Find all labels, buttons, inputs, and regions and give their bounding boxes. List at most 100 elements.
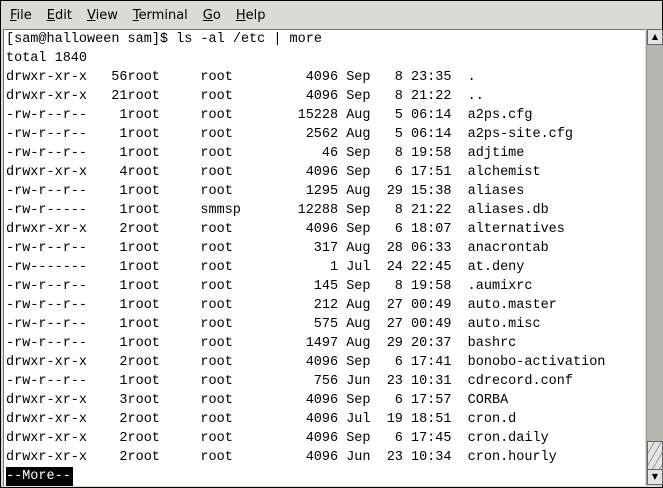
field-group: root — [200, 108, 233, 123]
field-owner: root — [127, 431, 160, 446]
listing-row: drwxr-xr-x 21root root 4096 Sep 8 21:22.. — [4, 87, 645, 106]
listing-row: -rw-r--r-- 1root root 1497 Aug 29 20:37 bashrc — [4, 334, 645, 353]
field-month: Aug — [346, 317, 371, 332]
field-size: 4096 — [305, 222, 339, 237]
field-size: 4096 — [305, 70, 339, 85]
terminal-output[interactable]: [sam@halloween sam]$ ls -al /etc | more … — [3, 29, 645, 486]
pager-line: --More-- — [4, 467, 645, 486]
field-size: 756 — [313, 374, 339, 389]
command-line: [sam@halloween sam]$ ls -al /etc | more — [6, 32, 322, 47]
field-permissions: drwxr-xr-x — [6, 70, 88, 85]
field-size: 145 — [313, 279, 339, 294]
menu-file[interactable]: File — [10, 7, 32, 23]
field-size: 575 — [313, 317, 339, 332]
field-name: cron.d — [467, 412, 517, 427]
field-owner: root — [127, 203, 160, 218]
field-day: 29 — [386, 336, 403, 351]
menu-terminal[interactable]: Terminal — [132, 7, 188, 23]
field-links: 1 — [119, 146, 128, 161]
field-size: 1497 — [305, 336, 339, 351]
field-group: root — [200, 70, 233, 85]
field-permissions: -rw-r--r-- — [6, 108, 88, 123]
field-time: 17:45 — [410, 431, 452, 446]
field-time: 06:14 — [410, 127, 452, 142]
field-name: cdrecord.conf — [467, 374, 573, 389]
listing: drwxr-xr-x 56root root 4096 Sep 8 23:35. drwxr-… — [4, 68, 645, 467]
field-owner: root — [127, 241, 160, 256]
field-name: CORBA — [467, 393, 509, 408]
field-permissions: -rw-r--r-- — [6, 374, 88, 389]
field-links: 2 — [119, 431, 128, 446]
field-name: aliases.db — [467, 203, 549, 218]
field-size: 4096 — [305, 165, 339, 180]
listing-row: -rw-r--r-- 1root root 756 Jun 23 10:31 cdrecord… — [4, 372, 645, 391]
field-permissions: drwxr-xr-x — [6, 393, 88, 408]
field-time: 00:49 — [410, 298, 452, 313]
field-owner: root — [127, 108, 160, 123]
field-month: Sep — [346, 279, 371, 294]
field-name: . — [467, 70, 476, 85]
field-name: bashrc — [467, 336, 517, 351]
field-group: root — [200, 127, 233, 142]
field-time: 06:14 — [410, 108, 452, 123]
arrow-up-icon[interactable]: ▲ — [647, 29, 663, 45]
menu-help[interactable]: Help — [235, 7, 266, 23]
field-group: root — [200, 393, 233, 408]
field-owner: root — [127, 393, 160, 408]
scrollbar-thumb[interactable] — [647, 441, 663, 471]
field-links: 1 — [119, 374, 128, 389]
field-day: 5 — [394, 127, 403, 142]
field-owner: root — [127, 298, 160, 313]
field-month: Jul — [346, 412, 371, 427]
field-links: 1 — [119, 260, 128, 275]
listing-row: drwxr-xr-x 4root root 4096 Sep 6 17:51 alchemis… — [4, 163, 645, 182]
menu-edit[interactable]: Edit — [46, 7, 72, 23]
field-permissions: drwxr-xr-x — [6, 355, 88, 370]
field-links: 1 — [119, 108, 128, 123]
field-time: 19:58 — [410, 279, 452, 294]
field-group: root — [200, 184, 233, 199]
field-group: root — [200, 450, 233, 465]
field-month: Aug — [346, 241, 371, 256]
field-day: 6 — [394, 355, 403, 370]
field-name: alchemist — [467, 165, 541, 180]
field-owner: root — [127, 127, 160, 142]
field-permissions: -rw------- — [6, 260, 88, 275]
field-month: Jun — [346, 450, 371, 465]
field-owner: root — [127, 336, 160, 351]
field-time: 10:34 — [410, 450, 452, 465]
field-owner: root — [127, 70, 160, 85]
field-group: root — [200, 241, 233, 256]
menu-view[interactable]: View — [86, 7, 118, 23]
field-group: root — [200, 260, 233, 275]
field-group: root — [200, 222, 233, 237]
vertical-scrollbar[interactable]: ▲ ▼ — [646, 29, 663, 485]
field-time: 18:51 — [410, 412, 452, 427]
field-group: root — [200, 336, 233, 351]
field-month: Sep — [346, 146, 371, 161]
field-month: Sep — [346, 355, 371, 370]
field-month: Sep — [346, 393, 371, 408]
menu-go[interactable]: Go — [202, 7, 221, 23]
field-owner: root — [127, 317, 160, 332]
field-links: 21 — [111, 89, 128, 104]
listing-row: -rw-r--r-- 1root root 317 Aug 28 06:33 anacront… — [4, 239, 645, 258]
field-name: alternatives — [467, 222, 565, 237]
field-links: 1 — [119, 298, 128, 313]
field-owner: root — [127, 450, 160, 465]
listing-row: -rw-r----- 1root smmsp 12288 Sep 8 21:22 aliase… — [4, 201, 645, 220]
field-owner: root — [127, 260, 160, 275]
field-day: 24 — [386, 260, 403, 275]
arrow-down-icon[interactable]: ▼ — [647, 469, 663, 485]
listing-row: -rw------- 1root root 1 Jul 24 22:45 at.deny — [4, 258, 645, 277]
field-time: 17:51 — [410, 165, 452, 180]
field-month: Aug — [346, 184, 371, 199]
field-size: 4096 — [305, 431, 339, 446]
field-time: 06:33 — [410, 241, 452, 256]
field-group: smmsp — [200, 203, 241, 218]
field-month: Sep — [346, 203, 371, 218]
field-name: a2ps-site.cfg — [467, 127, 573, 142]
field-owner: root — [127, 374, 160, 389]
field-name: at.deny — [467, 260, 525, 275]
field-day: 6 — [394, 222, 403, 237]
